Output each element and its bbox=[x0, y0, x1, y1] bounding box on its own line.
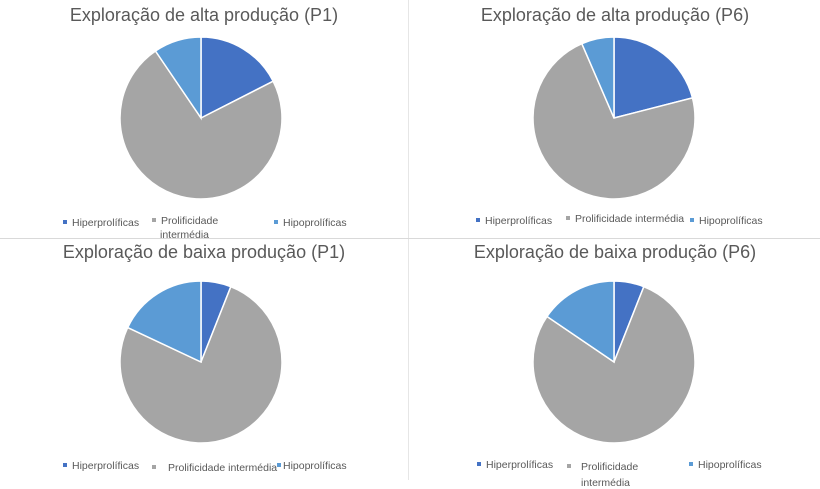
pie-slice-hiperprolificas bbox=[200, 36, 275, 120]
legend-item-hiperprolificas: Hiperprolíficas bbox=[476, 215, 552, 227]
pie-slice-hipoprolificas bbox=[580, 36, 615, 119]
pie-chart bbox=[119, 280, 283, 444]
legend-item-hipoprolificas: Hipoprolíficas bbox=[690, 215, 763, 227]
legend-item-hipoprolificas: Hipoprolíficas bbox=[689, 459, 762, 471]
legend-item-prolificidade: Prolificidade intermédia bbox=[566, 213, 684, 225]
legend-item-hipoprolificas: Hipoprolíficas bbox=[277, 460, 347, 472]
chart-title: Exploração de baixa produção (P6) bbox=[473, 242, 757, 262]
chart-panel-alta-p1: Exploração de alta produção (P1) Hiperpr… bbox=[0, 0, 408, 241]
legend-swatch-icon bbox=[566, 216, 570, 221]
panel-divider-vertical bbox=[408, 0, 409, 480]
legend-swatch-icon bbox=[690, 218, 694, 223]
legend-swatch-icon bbox=[152, 465, 156, 470]
legend-swatch-icon bbox=[152, 218, 156, 223]
chart-panel-baixa-p6: Exploração de baixa produção (P6) Hiperp… bbox=[410, 240, 820, 489]
legend-item-hipoprolificas: Hipoprolíficas bbox=[274, 217, 347, 229]
pie-slice-hipoprolificas bbox=[154, 36, 202, 121]
chart-panel-alta-p6: Exploração de alta produção (P6) Hiperpr… bbox=[410, 0, 820, 238]
legend-swatch-icon bbox=[567, 464, 571, 469]
pie-slice-prolificidade bbox=[119, 49, 283, 200]
legend-swatch-icon bbox=[277, 463, 281, 468]
panel-divider-horizontal bbox=[0, 238, 820, 239]
legend-swatch-icon bbox=[274, 220, 278, 225]
pie-chart bbox=[119, 36, 283, 200]
legend-item-hiperprolificas: Hiperprolíficas bbox=[63, 460, 139, 472]
chart-title: Exploração de alta produção (P6) bbox=[480, 5, 750, 25]
pie-slice-prolificidade bbox=[532, 42, 696, 200]
legend-swatch-icon bbox=[63, 220, 67, 225]
pie-slice-prolificidade bbox=[532, 285, 696, 444]
legend-swatch-icon bbox=[477, 462, 481, 467]
legend-item-prolificidade: Prolificidade intermédia bbox=[567, 461, 638, 489]
pie-slice-hipoprolificas bbox=[126, 280, 202, 364]
legend-swatch-icon bbox=[689, 462, 693, 467]
pie-chart bbox=[532, 36, 696, 200]
chart-title: Exploração de alta produção (P1) bbox=[69, 5, 339, 25]
chart-title: Exploração de baixa produção (P1) bbox=[62, 242, 346, 262]
legend-swatch-icon bbox=[476, 218, 480, 223]
chart-panel-baixa-p1: Exploração de baixa produção (P1) Hiperp… bbox=[0, 240, 408, 480]
pie-slice-hiperprolificas bbox=[613, 36, 694, 119]
legend-item-prolificidade: Prolificidade intermédia bbox=[152, 462, 277, 474]
legend-item-prolificidade: Prolificidade intermédia bbox=[152, 215, 218, 241]
pie-slice-hipoprolificas bbox=[545, 280, 615, 364]
pie-slice-prolificidade bbox=[119, 285, 283, 444]
legend-swatch-icon bbox=[63, 463, 67, 468]
legend-item-hiperprolificas: Hiperprolíficas bbox=[63, 217, 139, 229]
legend-item-hiperprolificas: Hiperprolíficas bbox=[477, 459, 553, 471]
pie-chart bbox=[532, 280, 696, 444]
